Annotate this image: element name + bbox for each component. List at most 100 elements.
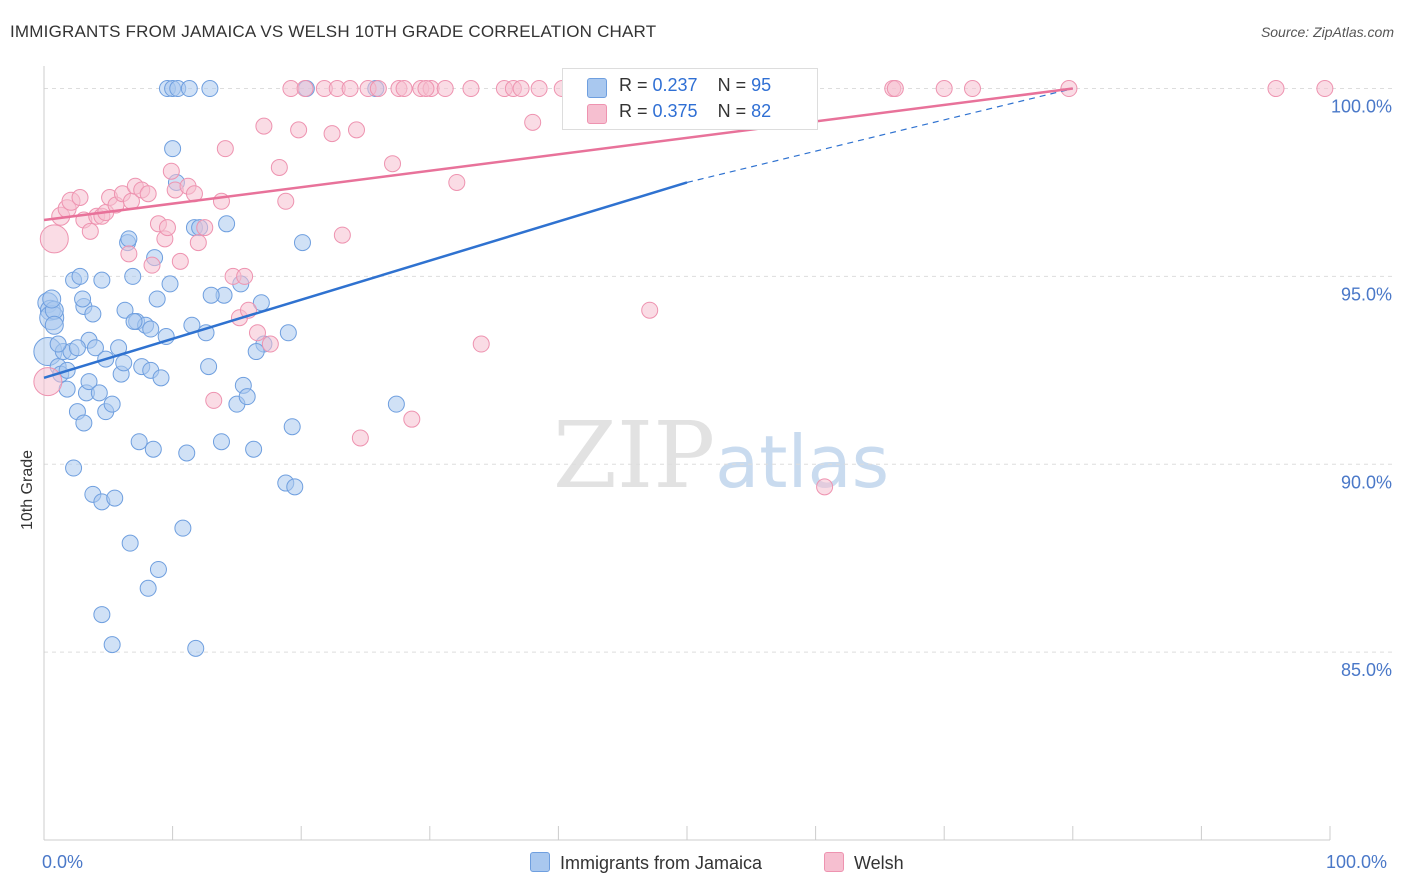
- welsh-point: [963, 80, 981, 98]
- chart-title: IMMIGRANTS FROM JAMAICA VS WELSH 10TH GR…: [10, 22, 657, 41]
- legend-row-jamaica-text: R = 0.237 N = 95: [619, 75, 771, 96]
- welsh-point: [143, 256, 161, 274]
- r-label: R =: [619, 101, 653, 121]
- jamaica-point: [93, 606, 111, 624]
- jamaica-point: [84, 305, 102, 323]
- n-value: 95: [751, 75, 772, 95]
- welsh-point: [205, 391, 223, 409]
- jamaica-point: [279, 324, 297, 342]
- y-tick-label: 100.0%: [1331, 97, 1392, 117]
- jamaica-trend-line: [43, 181, 688, 380]
- jamaica-point: [49, 335, 67, 353]
- welsh-point: [530, 80, 548, 98]
- jamaica-point: [68, 339, 86, 357]
- jamaica-point: [103, 636, 121, 654]
- welsh-point: [236, 267, 254, 285]
- welsh-point: [1316, 80, 1334, 98]
- welsh-point: [395, 80, 413, 98]
- legend-label-jamaica: Immigrants from Jamaica: [560, 853, 763, 873]
- jamaica-point: [201, 80, 219, 98]
- welsh-point: [255, 117, 273, 135]
- welsh-point: [189, 234, 207, 252]
- welsh-point: [351, 429, 369, 447]
- jamaica-point: [142, 320, 160, 338]
- jamaica-point: [115, 354, 133, 372]
- jamaica-point: [247, 343, 265, 361]
- welsh-point: [158, 219, 176, 237]
- jamaica-point: [44, 315, 64, 335]
- jamaica-point: [180, 80, 198, 98]
- welsh-point: [816, 478, 834, 496]
- jamaica-point: [80, 373, 98, 391]
- welsh-point: [277, 192, 295, 210]
- jamaica-point: [148, 290, 166, 308]
- jamaica-swatch: [587, 78, 607, 98]
- welsh-point: [436, 80, 454, 98]
- jamaica-point: [218, 215, 236, 233]
- legend-label-welsh: Welsh: [854, 853, 904, 873]
- chart-source: Source: ZipAtlas.com: [1260, 24, 1394, 40]
- y-tick-label: 95.0%: [1341, 284, 1392, 304]
- jamaica-point: [121, 534, 139, 552]
- welsh-point: [341, 80, 359, 98]
- welsh-point: [196, 219, 214, 237]
- welsh-point: [384, 155, 402, 173]
- welsh-point: [524, 113, 542, 131]
- welsh-point: [512, 80, 530, 98]
- jamaica-point: [202, 286, 220, 304]
- jamaica-point: [144, 440, 162, 458]
- jamaica-point: [120, 230, 138, 248]
- x-tick-label-max: 100.0%: [1326, 852, 1388, 872]
- welsh-legend-swatch: [824, 852, 844, 872]
- jamaica-point: [164, 140, 182, 158]
- welsh-point: [1267, 80, 1285, 98]
- jamaica-point: [174, 519, 192, 537]
- y-tick-label: 90.0%: [1341, 472, 1392, 492]
- welsh-point: [323, 125, 341, 143]
- jamaica-point: [286, 478, 304, 496]
- n-value: 82: [751, 101, 772, 121]
- welsh-point: [417, 80, 435, 98]
- jamaica-point: [152, 369, 170, 387]
- welsh-point: [369, 80, 387, 98]
- jamaica-point: [75, 414, 93, 432]
- welsh-point: [248, 324, 266, 342]
- watermark-atlas: atlas: [715, 420, 890, 504]
- welsh-point: [333, 226, 351, 244]
- welsh-point: [935, 80, 953, 98]
- r-label: R =: [619, 75, 653, 95]
- jamaica-point: [116, 301, 134, 319]
- jamaica-point: [187, 639, 205, 657]
- jamaica-point: [86, 339, 104, 357]
- r-value: 0.237: [652, 75, 698, 95]
- jamaica-point: [106, 489, 124, 507]
- jamaica-point: [130, 433, 148, 451]
- welsh-point: [347, 121, 365, 139]
- correlation-legend: R = 0.237 N = 95 R = 0.375 N = 82: [562, 68, 818, 130]
- jamaica-point: [149, 560, 167, 578]
- n-label: N =: [717, 101, 752, 121]
- watermark-zip: ZIP: [553, 402, 716, 509]
- welsh-point: [641, 301, 659, 319]
- jamaica-point: [238, 388, 256, 406]
- jamaica-point: [161, 275, 179, 293]
- y-tick-label: 85.0%: [1341, 660, 1392, 680]
- jamaica-point: [124, 267, 142, 285]
- x-tick-label-min: 0.0%: [42, 852, 84, 872]
- welsh-point: [296, 80, 314, 98]
- welsh-point: [33, 367, 63, 397]
- welsh-point: [216, 140, 234, 158]
- welsh-point: [120, 245, 138, 263]
- legend-item-jamaica: Immigrants from Jamaica: [530, 852, 762, 874]
- jamaica-point: [125, 312, 143, 330]
- welsh-point: [261, 335, 279, 353]
- jamaica-point: [139, 579, 157, 597]
- welsh-swatch: [587, 104, 607, 124]
- jamaica-point: [74, 290, 92, 308]
- welsh-point: [472, 335, 490, 353]
- jamaica-trend-extension: [686, 87, 1073, 184]
- welsh-point: [270, 158, 288, 176]
- legend-row-welsh-text: R = 0.375 N = 82: [619, 101, 771, 122]
- jamaica-point: [178, 444, 196, 462]
